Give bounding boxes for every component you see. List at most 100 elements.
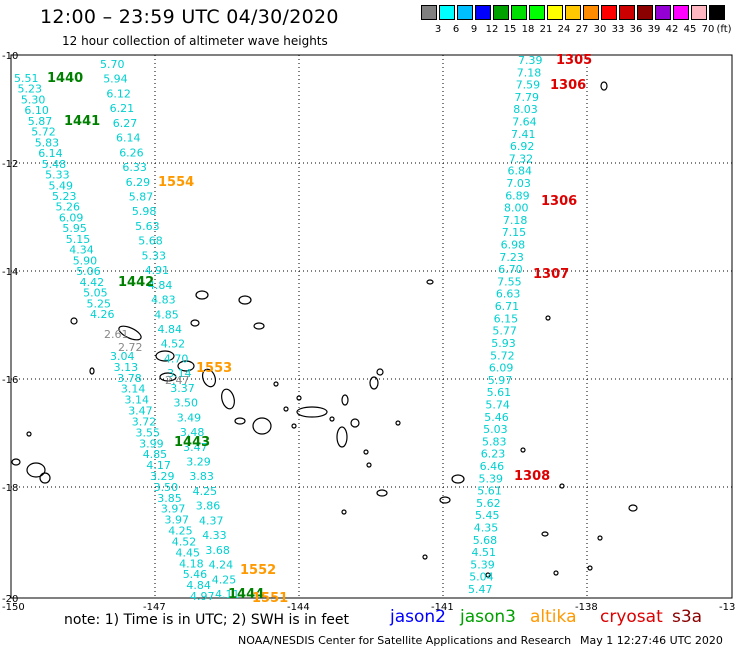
scale-swatch [619,5,635,20]
track-d-value: 5.97 [488,374,513,387]
track-d-value: 7.32 [509,152,534,165]
island [350,418,360,428]
track-d-value: 5.77 [492,325,517,338]
track-d-value: 7.59 [516,79,541,92]
track-d-value: 7.55 [497,275,521,288]
track-b-value: 4.33 [202,529,227,542]
track-c-value: 3.97 [165,514,190,527]
pass-label-altika: 1554 [158,175,194,190]
track-c-value: 4.97 [190,590,215,603]
track-d-value: 7.18 [503,214,528,227]
scale-swatch [691,5,707,20]
island [545,315,551,321]
track-d-value: 6.09 [489,362,514,375]
island [195,290,209,300]
footer-note: note: 1) Time is in UTC; 2) SWH is in fe… [64,612,350,628]
track-d-value: 4.35 [474,522,499,535]
track-d-value: 7.23 [499,251,524,264]
track-b-value: 6.29 [126,176,151,189]
track-a-value: 5.23 [18,83,43,96]
scale-swatch [565,5,581,20]
track-b-value: 4.91 [145,264,170,277]
scale-swatch [601,5,617,20]
lon-tick-label: -141 [431,602,454,613]
pass-label-altika: 1551 [252,591,288,606]
island [363,449,369,455]
track-b-value: 6.14 [116,132,141,145]
track-a-value: 5.72 [31,126,56,139]
pass-label-jason3: 1444 [228,587,264,602]
track-a-value: 4.34 [69,244,94,257]
island [238,295,252,305]
track-b-value: 3.50 [174,397,199,410]
track-d-value: 5.68 [473,534,498,547]
island [283,406,289,412]
island [341,394,349,406]
island [291,423,297,429]
track-a-value: 5.25 [87,297,112,310]
legend-altika: altika [530,607,577,627]
track-gray-value: 2.47 [165,374,190,387]
pass-label-cryosat: 1308 [514,469,550,484]
island [336,426,348,448]
lon-tick-label: -13 [719,602,735,613]
pass-label-jason3: 1442 [118,275,154,290]
track-b-value: 5.87 [129,191,154,204]
scale-swatch [493,5,509,20]
island [11,458,21,466]
lon-tick-label: -144 [287,602,310,613]
track-c-value: 3.55 [136,426,161,439]
track-c-value: 4.52 [172,536,197,549]
track-c-value: 3.72 [132,416,157,429]
page-title: 12:00 – 23:59 UTC 04/30/2020 [40,6,339,28]
track-c-value: 4.45 [176,546,201,559]
lat-tick-label: -10 [2,51,18,62]
track-d-value: 6.23 [481,448,506,461]
island [628,504,638,512]
track-b-value: 3.68 [205,544,230,557]
track-b-value: 3.47 [183,441,208,454]
lon-tick-label: -150 [2,602,25,613]
track-b-value: 4.83 [151,294,176,307]
island [155,350,175,362]
track-b-value: 4.37 [199,514,224,527]
track-c-value: 4.85 [143,448,168,461]
track-d-value: 7.64 [512,116,537,129]
track-a-value: 6.10 [24,104,49,117]
track-b-value: 4.11 [215,588,240,601]
credit-line: NOAA/NESDIS Center for Satellite Applica… [238,634,572,647]
scale-label: 24 [557,24,571,35]
pass-labels: 1440 1441 1442 1443 1444 1554 1553 1552 1551 1305… [47,53,592,606]
scale-label: 15 [503,24,517,35]
track-b-value: 6.21 [110,102,135,115]
track-c-value: 3.47 [128,405,153,418]
scale-label: 6 [452,24,460,35]
scale-swatch [583,5,599,20]
track-c-value: 3.78 [117,372,142,385]
track-a-value: 5.49 [49,179,74,192]
track-d-value: 8.00 [504,202,529,215]
track-d-value: 6.84 [508,165,533,178]
track-d-value: 7.79 [515,91,540,104]
track-d-value: 5.62 [476,497,501,510]
track-a-value: 5.33 [45,169,70,182]
track-a-value: 5.05 [83,287,108,300]
track-b-value: 5.98 [132,205,157,218]
island [118,325,142,341]
track-b-value: 4.24 [209,559,234,572]
track-d-value: 5.93 [491,337,516,350]
track-a-value: 5.23 [52,190,77,203]
island [485,572,491,578]
scale-label: 36 [629,24,643,35]
track-b-value: 6.26 [119,146,144,159]
scale-swatch [655,5,671,20]
track-gray-value: 2.61 [104,328,129,341]
track-d-value: 6.92 [510,140,535,153]
track-d-value: 7.39 [518,54,543,67]
island [89,367,95,375]
track-d-value: 5.83 [482,435,507,448]
track-c-value: 3.14 [121,383,145,396]
track-b-value: 3.83 [189,470,214,483]
island [26,431,32,437]
